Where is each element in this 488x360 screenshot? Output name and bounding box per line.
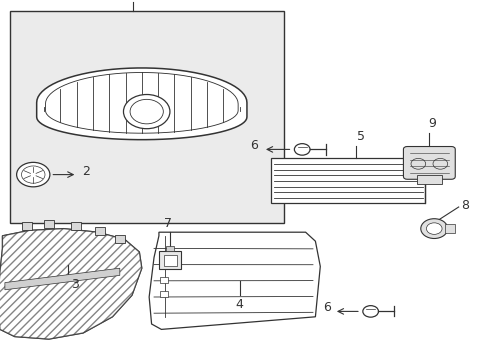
Ellipse shape xyxy=(123,94,170,129)
Text: 7: 7 xyxy=(164,217,172,230)
Bar xyxy=(416,175,441,184)
Text: 6: 6 xyxy=(322,301,330,314)
Text: 6: 6 xyxy=(250,139,258,152)
Circle shape xyxy=(362,306,378,317)
Text: 2: 2 xyxy=(82,165,90,178)
FancyBboxPatch shape xyxy=(403,147,454,179)
Bar xyxy=(10,11,283,223)
Polygon shape xyxy=(149,232,320,329)
Bar xyxy=(71,222,81,230)
Circle shape xyxy=(432,158,447,169)
Text: 4: 4 xyxy=(235,298,243,311)
Bar xyxy=(160,291,168,297)
Polygon shape xyxy=(5,268,120,290)
Polygon shape xyxy=(0,229,142,339)
Ellipse shape xyxy=(17,162,50,187)
Text: 9: 9 xyxy=(427,117,435,130)
Polygon shape xyxy=(37,68,246,140)
Polygon shape xyxy=(0,229,142,339)
Bar xyxy=(95,227,105,235)
Bar xyxy=(166,246,174,251)
Text: 3: 3 xyxy=(71,278,79,291)
Bar xyxy=(115,235,124,243)
Ellipse shape xyxy=(420,219,447,238)
Bar xyxy=(163,255,176,266)
Bar xyxy=(159,251,181,269)
Text: 8: 8 xyxy=(460,199,468,212)
Bar xyxy=(444,224,454,233)
Bar xyxy=(160,262,168,268)
Circle shape xyxy=(410,158,425,169)
Bar xyxy=(22,222,32,230)
Circle shape xyxy=(294,144,309,155)
Bar xyxy=(44,220,54,228)
Bar xyxy=(160,277,168,283)
Text: 5: 5 xyxy=(356,130,364,143)
Bar xyxy=(271,158,425,203)
Ellipse shape xyxy=(426,223,441,234)
